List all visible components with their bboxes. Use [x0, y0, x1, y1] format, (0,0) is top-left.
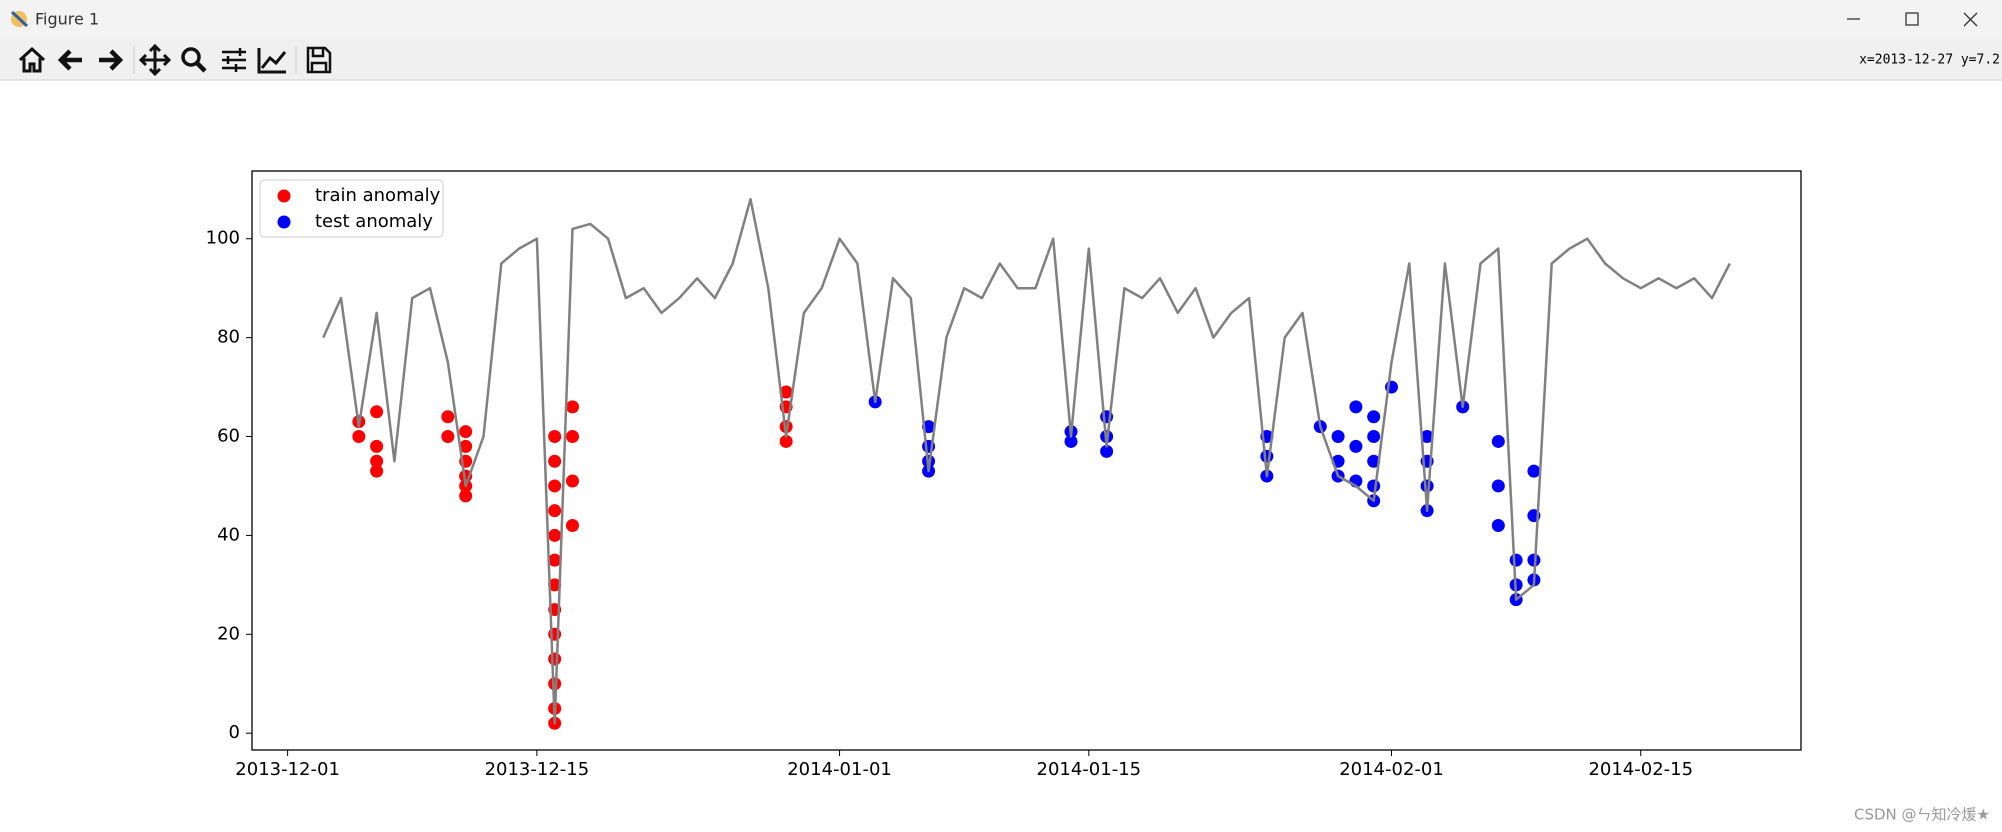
anomaly-point — [1100, 444, 1114, 458]
home-button[interactable] — [18, 46, 46, 73]
anomaly-point — [1331, 430, 1345, 444]
anomaly-point — [1349, 439, 1363, 453]
anomaly-point — [1420, 430, 1434, 444]
anomaly-point — [1527, 553, 1541, 567]
anomaly-point — [459, 425, 473, 439]
anomaly-point — [548, 430, 562, 444]
anomaly-point — [1367, 410, 1381, 424]
x-tick-label: 2014-02-15 — [1588, 759, 1693, 780]
anomaly-point — [548, 504, 562, 518]
anomaly-point — [548, 528, 562, 542]
anomaly-point — [779, 434, 793, 448]
anomaly-point — [1260, 449, 1274, 463]
anomaly-point — [1491, 434, 1505, 448]
status-text: x=2013-12-27 y=7.2 — [1859, 53, 2000, 68]
anomaly-point — [548, 677, 562, 691]
edit-axes-button[interactable] — [257, 48, 287, 74]
anomaly-point — [565, 474, 579, 488]
anomaly-point — [565, 430, 579, 444]
y-tick-label: 80 — [217, 327, 240, 348]
configure-button[interactable] — [222, 48, 246, 72]
app-icon — [10, 10, 29, 28]
axes-frame — [251, 170, 1802, 751]
y-tick-label: 60 — [217, 426, 240, 447]
anomaly-point — [548, 578, 562, 592]
anomaly-point — [1527, 464, 1541, 478]
watermark: CSDN @ㄣ知冷煖★ — [1854, 806, 1990, 824]
anomaly-point — [459, 439, 473, 453]
pan-button[interactable] — [138, 43, 172, 77]
save-button[interactable] — [306, 46, 332, 74]
anomaly-point — [548, 652, 562, 666]
y-tick-label: 0 — [229, 722, 240, 743]
anomaly-point — [548, 553, 562, 567]
y-tick-label: 20 — [217, 623, 240, 644]
anomaly-point — [565, 519, 579, 533]
window-title: Figure 1 — [35, 10, 99, 29]
x-tick-label: 2013-12-01 — [235, 759, 340, 780]
y-tick-label: 40 — [217, 524, 240, 545]
anomaly-point — [548, 479, 562, 493]
zoom-button[interactable] — [181, 47, 207, 73]
anomaly-point — [441, 410, 455, 424]
series-line — [322, 197, 1731, 725]
legend-box — [259, 179, 444, 238]
anomaly-point — [1367, 430, 1381, 444]
back-button[interactable] — [57, 49, 82, 71]
anomaly-point — [370, 405, 384, 419]
toolbar — [0, 38, 2002, 80]
anomaly-point — [1367, 479, 1381, 493]
anomaly-point — [1491, 519, 1505, 533]
anomaly-point — [1367, 454, 1381, 468]
anomaly-point — [1509, 553, 1523, 567]
anomaly-point — [370, 454, 384, 468]
anomaly-point — [352, 430, 366, 444]
legend-label: train anomaly — [315, 185, 441, 206]
forward-button[interactable] — [99, 49, 124, 71]
legend-label: test anomaly — [315, 211, 433, 232]
anomaly-point — [370, 439, 384, 453]
y-tick-label: 100 — [206, 228, 240, 249]
anomaly-point — [548, 454, 562, 468]
legend-marker — [277, 215, 291, 229]
anomaly-point — [441, 430, 455, 444]
anomaly-point — [779, 385, 793, 399]
anomaly-point — [370, 464, 384, 478]
x-tick-label: 2014-02-01 — [1339, 759, 1444, 780]
anomaly-point — [1420, 479, 1434, 493]
title-bar — [0, 0, 2002, 38]
axes-background — [252, 171, 1801, 750]
x-tick-label: 2014-01-01 — [787, 759, 892, 780]
anomaly-point — [565, 400, 579, 414]
anomaly-point — [459, 489, 473, 503]
anomaly-point — [1349, 400, 1363, 414]
x-tick-label: 2014-01-15 — [1037, 759, 1142, 780]
x-tick-label: 2013-12-15 — [485, 759, 590, 780]
legend-marker — [277, 189, 291, 203]
anomaly-point — [1064, 434, 1078, 448]
anomaly-point — [1491, 479, 1505, 493]
maximize-button[interactable] — [1905, 12, 1919, 26]
close-button[interactable] — [1963, 12, 1978, 27]
